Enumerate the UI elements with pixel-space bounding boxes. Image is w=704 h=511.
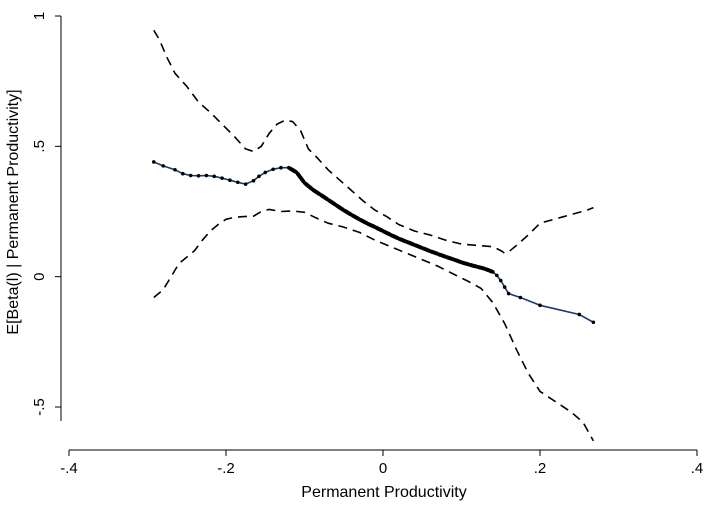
estimate-point — [228, 178, 232, 183]
estimate-point — [538, 303, 542, 308]
estimate-point — [518, 295, 523, 300]
estimate-point — [235, 180, 240, 185]
upper-band-line — [153, 29, 594, 254]
estimate-point — [257, 174, 261, 179]
estimate-point — [271, 167, 275, 172]
x-tick-label: -.2 — [217, 460, 235, 477]
estimate-line — [153, 161, 594, 324]
y-tick-label: -.5 — [31, 398, 48, 416]
axes: -.5 0 .5 1 -.4 -.2 0 .2 .4 — [31, 12, 703, 477]
estimate-point — [188, 173, 193, 178]
estimate-point — [243, 182, 248, 186]
estimate-point — [577, 312, 582, 317]
estimate-point — [181, 171, 185, 176]
lower-band-line — [153, 208, 595, 442]
estimate-point — [495, 273, 499, 278]
estimate-point — [506, 291, 511, 296]
y-tick-label: 1 — [31, 12, 48, 20]
estimate-point — [498, 278, 503, 283]
estimate-point — [263, 170, 268, 175]
estimate-point — [161, 164, 165, 168]
x-tick-label: .4 — [691, 460, 704, 477]
estimate-point — [204, 173, 209, 178]
y-tick-label: .5 — [31, 140, 48, 153]
x-tick-label: 0 — [379, 460, 387, 477]
x-tick-label: .2 — [534, 460, 547, 477]
series-layer — [151, 29, 596, 442]
estimate-point — [212, 174, 217, 179]
estimate-point — [173, 167, 177, 172]
y-axis-label: E[Beta(l) | Permanent Productivity] — [5, 89, 22, 334]
estimate-point-dense — [301, 179, 306, 184]
estimate-point — [279, 165, 283, 170]
estimate-point — [251, 178, 256, 183]
estimate-point — [196, 173, 201, 178]
estimate-point — [151, 160, 156, 164]
x-tick-label: -.4 — [60, 460, 78, 477]
estimate-point — [502, 285, 507, 289]
estimate-point-dense — [489, 269, 494, 274]
x-axis-label: Permanent Productivity — [301, 484, 466, 501]
estimate-point — [591, 320, 596, 325]
estimate-point — [220, 176, 224, 180]
y-tick-label: 0 — [31, 272, 48, 280]
estimate-point-dense — [293, 169, 298, 174]
